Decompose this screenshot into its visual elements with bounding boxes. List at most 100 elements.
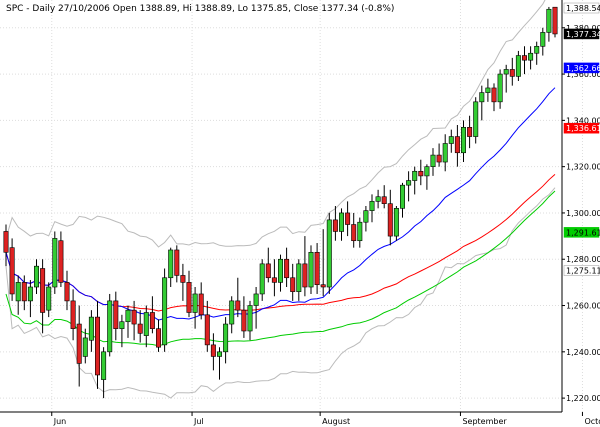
candle-body [168, 249, 174, 279]
candle-up [461, 120, 466, 163]
candle-down [454, 124, 460, 167]
chart-title: SPC - Daily 27/10/2006 Open 1388.89, Hi … [6, 4, 394, 14]
candle-body [467, 127, 473, 137]
candle-body [515, 55, 521, 77]
candle-body [241, 309, 247, 332]
candle-up [143, 305, 149, 348]
candle-up [375, 189, 381, 209]
candle-down [467, 115, 473, 149]
candle-body [357, 221, 363, 242]
candle-up [229, 296, 235, 334]
candle-up [15, 275, 21, 315]
candle-body [430, 154, 436, 167]
candle-body [156, 328, 161, 348]
candle-down [174, 245, 180, 283]
x-tick-label: Jun [53, 417, 67, 426]
y-tick-label: 1,280.00 [566, 255, 600, 264]
candle-body [546, 8, 552, 33]
value-tag-box [563, 62, 600, 74]
candle-up [296, 259, 302, 301]
candle-down [332, 206, 338, 241]
value-tag-box [563, 227, 600, 238]
candle-down [381, 185, 387, 209]
candle-up [479, 85, 485, 121]
candle-down [76, 305, 82, 387]
candle-up [162, 268, 168, 352]
candle-up [217, 347, 222, 380]
y-tick-label: 1,260.00 [566, 302, 600, 311]
candle-body [540, 32, 546, 47]
candle-up [101, 347, 107, 399]
candle-down [320, 229, 326, 297]
candle-body [381, 196, 387, 204]
candle-body [174, 249, 180, 276]
candle-down [131, 300, 137, 341]
candle-body [217, 351, 222, 357]
candle-body [497, 73, 503, 103]
candle-body [198, 293, 204, 316]
candle-body [210, 344, 216, 357]
candle-down [302, 236, 308, 297]
candle-up [326, 212, 332, 294]
candle-body [21, 282, 27, 302]
candle-body [320, 284, 326, 288]
candle-body [76, 323, 82, 364]
candle-body [339, 212, 344, 232]
candle-body [393, 208, 399, 237]
candle-up [363, 206, 369, 232]
candle-up [88, 310, 94, 352]
candle-body [186, 282, 192, 313]
candle-down [198, 282, 204, 320]
candle-up [339, 208, 344, 241]
candle-down [284, 247, 290, 288]
candle-down [387, 189, 393, 246]
y-axis-ticks: 1,380.00 1,360.00 1,340.00 1,320.00 1,300.00… [562, 24, 600, 403]
candle-body [271, 277, 277, 283]
candle-up [424, 164, 430, 190]
candle-up [27, 280, 33, 318]
candle-down [58, 231, 64, 288]
candle-up [357, 217, 363, 248]
x-tick-label: August [322, 417, 350, 426]
value-tags: 1,388.54 1,377.34 1,362.66 1,336.61 1,291.61… [563, 2, 600, 276]
candle-body [143, 312, 149, 336]
value-tag-label: 1,362.66 [566, 64, 600, 73]
candle-body [235, 300, 241, 311]
candle-body [101, 351, 107, 380]
candle-body [491, 87, 497, 103]
candle-down [345, 201, 351, 237]
candle-body [64, 282, 70, 302]
candle-up [168, 247, 174, 288]
value-tag-label: 1,388.54 [566, 4, 600, 13]
candle-down [137, 310, 143, 343]
candle-up [448, 129, 454, 153]
candle-up [406, 171, 412, 202]
candle-body [418, 170, 424, 177]
candle-body [454, 136, 460, 154]
candle-up [497, 69, 503, 109]
candle-body [326, 219, 332, 288]
candle-body [448, 136, 454, 144]
value-tag-label: 1,377.34 [566, 30, 600, 39]
candle-down [70, 289, 76, 341]
candle-body [192, 293, 198, 313]
candle-body [375, 196, 381, 202]
candle-up [473, 97, 479, 144]
candle-body [259, 263, 265, 295]
y-tick-label: 1,380.00 [566, 24, 600, 33]
candle-body [82, 337, 88, 357]
candle-body [412, 170, 418, 181]
candle-body [88, 316, 94, 341]
y-tick-label: 1,220.00 [566, 394, 600, 403]
candle-body [137, 323, 143, 334]
candle-body [522, 55, 527, 61]
candle-down [436, 143, 442, 167]
candle-up [540, 27, 546, 56]
candle-body [345, 212, 351, 225]
candle-up [46, 282, 52, 318]
candle-down [491, 83, 497, 112]
candle-body [229, 300, 235, 325]
candle-up [369, 194, 375, 223]
value-tag-box [563, 28, 600, 40]
